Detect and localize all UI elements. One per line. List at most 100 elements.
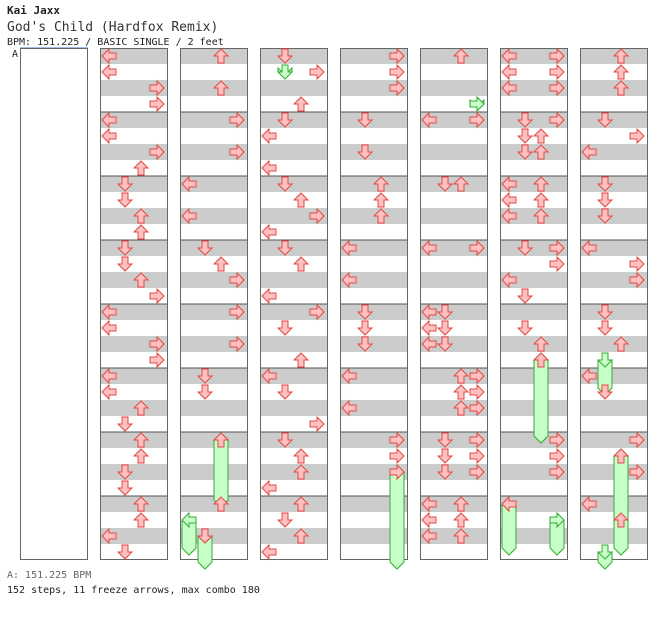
beat-stripe [180,144,248,160]
freeze-head [181,511,197,529]
step-arrow [501,63,517,81]
step-arrow [149,335,165,353]
step-arrow [212,432,230,448]
step-arrow [276,240,294,256]
beat-stripe [500,112,568,128]
step-arrow [292,256,310,272]
beat-stripe [340,336,408,352]
beat-stripe [180,240,248,256]
step-arrow [469,367,485,385]
step-arrow [356,112,374,128]
step-arrow [581,143,597,161]
step-arrow [596,208,614,224]
step-arrow [309,303,325,321]
step-arrow [452,400,470,416]
freeze-head [469,95,485,113]
step-arrow [132,512,150,528]
step-arrow [516,320,534,336]
column-border [340,48,408,560]
step-arrow [421,335,437,353]
step-arrow [292,352,310,368]
step-arrow [101,383,117,401]
column-border [100,48,168,560]
beat-stripe [340,112,408,128]
step-arrow [421,303,437,321]
beat-stripe [420,144,488,160]
step-arrow [532,176,550,192]
step-arrow [261,367,277,385]
step-arrow [292,192,310,208]
step-arrow [292,96,310,112]
beat-stripe [340,272,408,288]
step-arrow [276,384,294,400]
beat-stripe [260,80,328,96]
step-arrow [116,480,134,496]
beat-stripe [260,304,328,320]
beat-stripe [580,432,648,448]
step-arrow [436,336,454,352]
step-arrow [276,176,294,192]
beat-stripe [580,368,648,384]
step-arrow [101,111,117,129]
beat-stripe [500,496,568,512]
step-arrow [101,303,117,321]
beat-stripe [180,368,248,384]
step-arrow [356,336,374,352]
step-arrow [181,175,197,193]
step-arrow [196,240,214,256]
step-arrow [629,431,645,449]
step-arrow [132,208,150,224]
step-arrow [132,432,150,448]
step-arrow [132,496,150,512]
step-arrow [101,127,117,145]
beat-stripe [340,304,408,320]
step-arrow [101,319,117,337]
beat-stripe [500,432,568,448]
bpm-info: A: 151.225 BPM [7,570,92,581]
step-arrow [532,352,550,368]
beat-stripe [500,48,568,64]
step-arrow [469,463,485,481]
step-arrow [436,320,454,336]
step-arrow [436,448,454,464]
step-arrow [629,255,645,273]
artist-name: Kai Jaxx [7,4,60,17]
beat-stripe [100,464,168,480]
step-arrow [501,79,517,97]
song-title: God's Child (Hardfox Remix) [7,20,219,35]
beat-stripe [420,112,488,128]
step-arrow [309,63,325,81]
step-arrow [612,448,630,464]
step-arrow [292,448,310,464]
beat-stripe [340,240,408,256]
step-arrow [389,463,405,481]
beat-stripe [580,304,648,320]
step-arrow [612,80,630,96]
step-arrow [116,464,134,480]
step-arrow [532,128,550,144]
step-arrow [516,144,534,160]
step-arrow [549,63,565,81]
step-arrow [292,528,310,544]
beat-stripe [420,464,488,480]
step-arrow [452,368,470,384]
step-arrow [196,368,214,384]
beat-stripe [420,80,488,96]
step-arrow [341,239,357,257]
beat-stripe [260,176,328,192]
beat-stripe [260,112,328,128]
step-arrow [261,479,277,497]
column-border [260,48,328,560]
step-arrow [549,239,565,257]
step-arrow [421,111,437,129]
step-arrow [549,47,565,65]
beat-stripe [580,272,648,288]
beat-stripe [420,272,488,288]
step-arrow [421,495,437,513]
step-arrow [581,495,597,513]
step-arrow [436,432,454,448]
step-arrow [341,271,357,289]
step-arrow [549,431,565,449]
step-arrow [229,335,245,353]
step-arrow [132,160,150,176]
